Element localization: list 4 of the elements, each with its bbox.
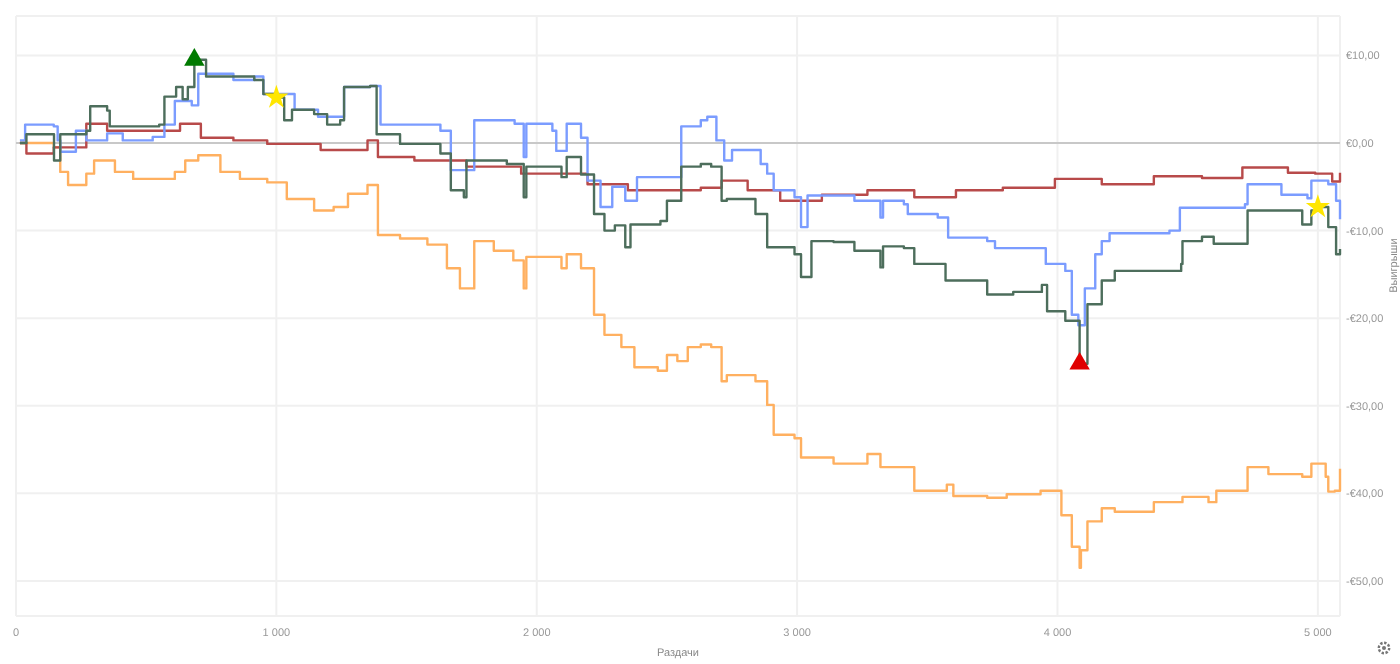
point — [264, 84, 289, 108]
point — [1305, 194, 1330, 218]
point — [1069, 351, 1090, 370]
point — [184, 48, 205, 66]
